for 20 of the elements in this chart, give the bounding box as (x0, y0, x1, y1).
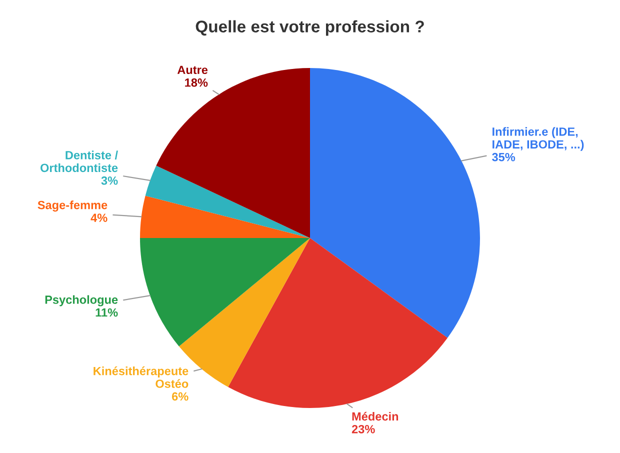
data-label: 4% (90, 214, 108, 222)
pie-slice (140, 196, 310, 238)
data-label: 18% (185, 78, 208, 87)
slice-label: Infirmier.e (IDE, IADE, IBODE, ...) (492, 127, 584, 151)
slice-label: Kinésithérapeute Ostéo (94, 366, 188, 388)
slice-label: Sage-femme (38, 200, 108, 212)
data-label: 35% (492, 152, 516, 162)
data-label: 6% (172, 392, 188, 401)
pie-slice (310, 68, 480, 338)
data-label: 23% (352, 424, 375, 434)
slice-label: Autre (177, 66, 208, 74)
slice-label: Psychologue (45, 295, 118, 306)
chart-title: Quelle est votre profession ? (196, 20, 424, 36)
pie-slice (228, 238, 448, 408)
slice-label: Médecin (352, 412, 398, 421)
data-label: 3% (101, 176, 118, 185)
data-label: 11% (96, 308, 118, 317)
pie-slice (140, 238, 310, 346)
slice-label: Dentiste / Orthodontiste (40, 150, 118, 172)
pie-slice (145, 166, 310, 238)
